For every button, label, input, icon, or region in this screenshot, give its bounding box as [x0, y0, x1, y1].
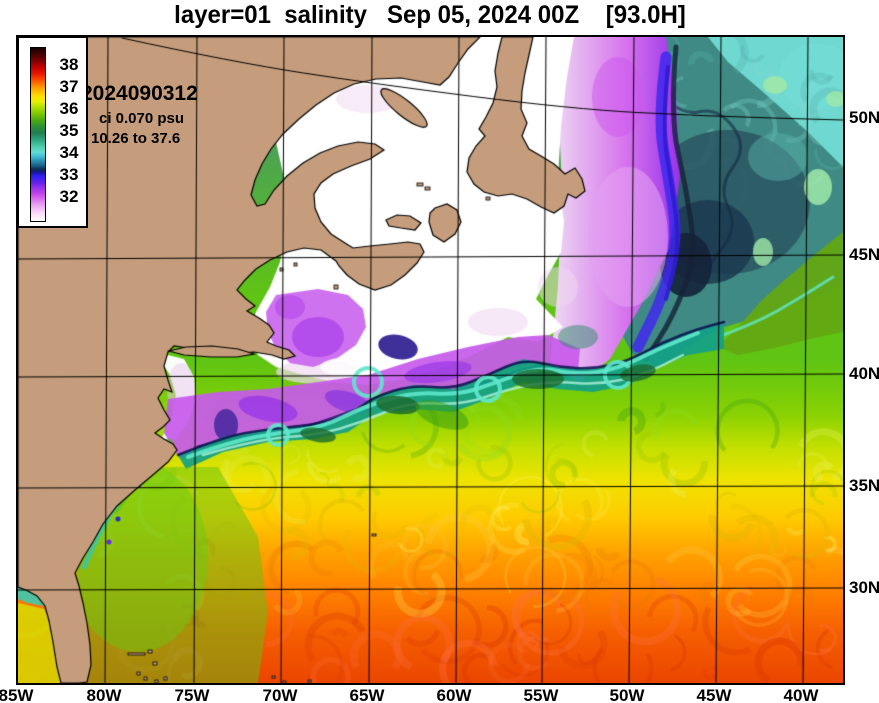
lat-tick-label: 45N: [849, 245, 879, 264]
lat-tick-label: 35N: [849, 476, 879, 495]
colorbar-gradient: [30, 47, 46, 222]
contour-interval-label: ci 0.070 psu: [99, 110, 185, 127]
value-range-label: 10.26 to 37.6: [91, 130, 181, 147]
colorbar-tick-label: 38: [59, 55, 79, 74]
lon-tick-label: 45W: [696, 686, 732, 703]
colorbar-tick-label: 37: [59, 77, 79, 96]
lon-tick-label: 55W: [523, 686, 559, 703]
lat-tick-label: 30N: [849, 578, 879, 597]
lon-tick-label: 75W: [174, 686, 210, 703]
lon-tick-label: 60W: [436, 686, 472, 703]
model-run-stamp: 2024090312: [81, 82, 198, 105]
lon-tick-label: 85W: [0, 686, 34, 703]
lat-tick-label: 50N: [849, 108, 879, 127]
lon-tick-label: 65W: [349, 686, 385, 703]
lat-tick-label: 40N: [849, 364, 879, 383]
chart-title: layer=01 salinity Sep 05, 2024 00Z [93.0…: [174, 1, 686, 29]
map-plot-area: [16, 35, 845, 685]
lon-tick-label: 40W: [783, 686, 819, 703]
lon-tick-label: 70W: [262, 686, 298, 703]
colorbar-tick-label: 35: [59, 121, 79, 140]
lon-tick-label: 50W: [609, 686, 645, 703]
salinity-field-map: [18, 37, 843, 683]
colorbar-tick-label: 34: [59, 143, 79, 162]
colorbar-tick-label: 32: [59, 187, 79, 206]
colorbar-legend: 38 37 36 35 34 33 32: [17, 36, 88, 228]
lon-tick-label: 80W: [86, 686, 122, 703]
colorbar-tick-label: 36: [59, 99, 79, 118]
colorbar-tick-label: 33: [59, 165, 79, 184]
